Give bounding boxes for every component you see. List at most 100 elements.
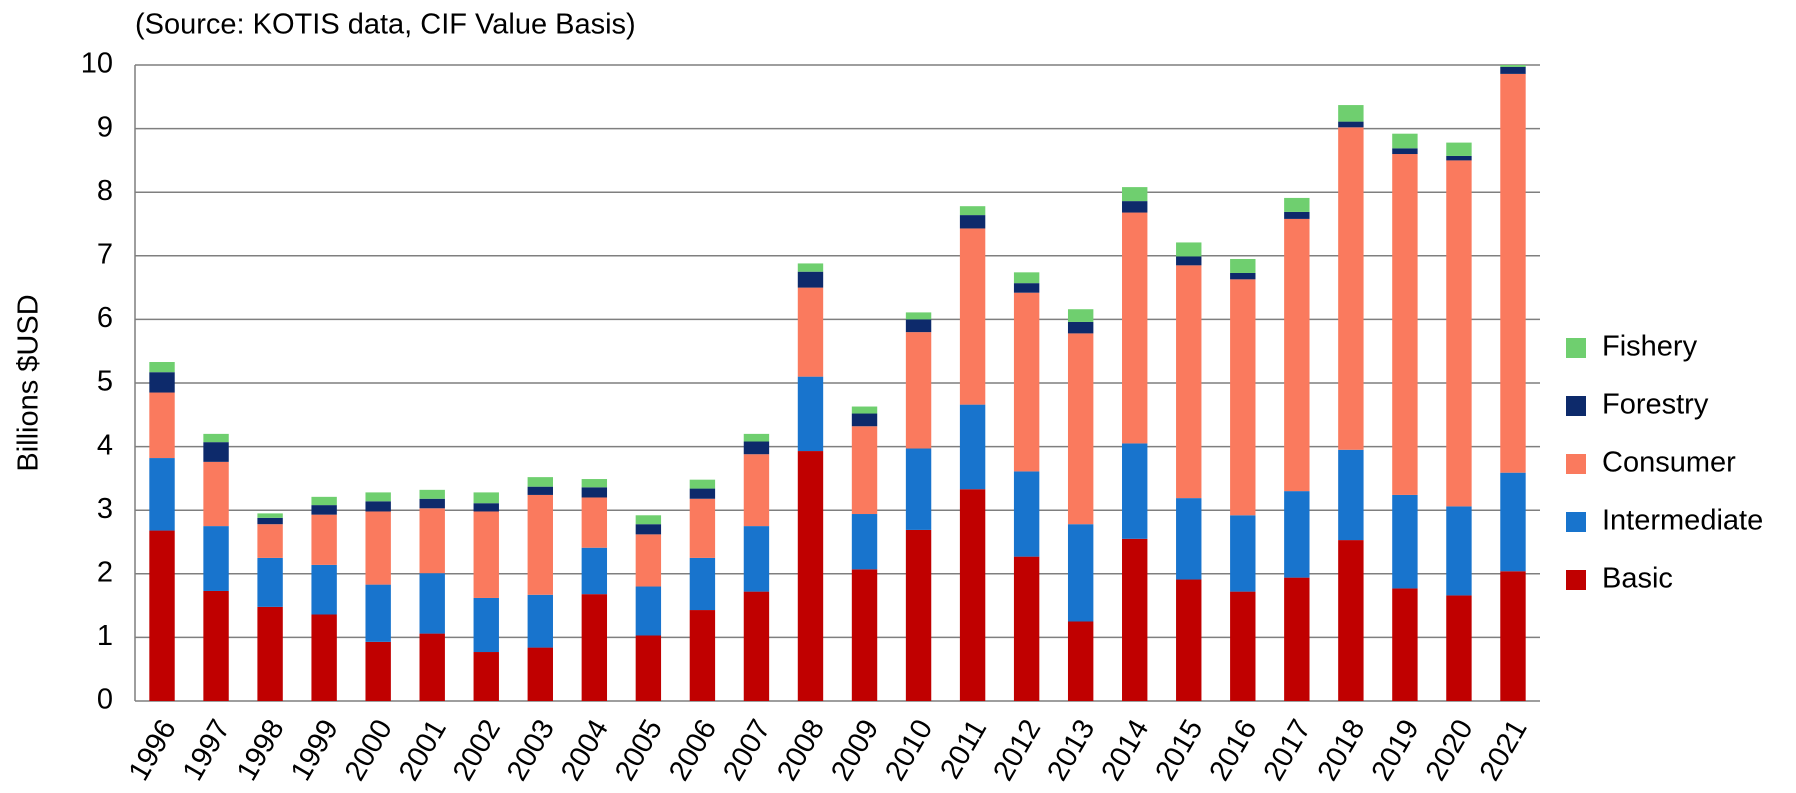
bar-segment xyxy=(1500,73,1526,473)
legend-label: Fishery xyxy=(1602,331,1698,363)
y-tick-label: 7 xyxy=(97,238,113,270)
bar-segment xyxy=(149,458,175,531)
bar-segment xyxy=(797,287,824,377)
bar-segment xyxy=(527,486,553,495)
bar-segment xyxy=(1230,272,1256,280)
y-tick-label: 3 xyxy=(97,493,113,525)
legend-label: Forestry xyxy=(1602,389,1709,421)
bar-segment xyxy=(1284,197,1310,212)
bar-segment xyxy=(311,505,337,515)
bar-segment xyxy=(1067,333,1094,525)
bar-segment xyxy=(1338,121,1364,128)
bar-segment xyxy=(1013,283,1040,293)
bar-segment xyxy=(311,614,337,701)
bar-segment xyxy=(1122,201,1148,213)
bar-segment xyxy=(527,494,553,595)
bar-segment xyxy=(473,492,499,504)
bar-segment xyxy=(311,514,337,565)
bar-segment xyxy=(581,547,608,595)
bar-segment xyxy=(635,534,662,587)
y-tick-label: 0 xyxy=(97,684,113,716)
bar-segment xyxy=(797,451,824,701)
bar-segment xyxy=(635,586,662,636)
bar-segment xyxy=(1338,127,1364,450)
x-tick-label: 2020 xyxy=(1420,714,1480,786)
x-tick-label: 2008 xyxy=(771,714,831,786)
bar-segment xyxy=(1122,443,1148,539)
bar-segment xyxy=(905,332,932,449)
bar-segment xyxy=(797,263,824,272)
bar-segment xyxy=(419,498,445,509)
bar-segment xyxy=(149,372,175,393)
bar-segment xyxy=(1338,449,1364,541)
bar-segment xyxy=(203,590,229,701)
bar-segment xyxy=(1284,491,1310,578)
y-axis-label: Billions $USD xyxy=(13,294,45,471)
bar-segment xyxy=(905,319,932,333)
legend-label: Consumer xyxy=(1602,447,1736,479)
bar-segment xyxy=(365,511,391,585)
bar-segment xyxy=(1338,540,1364,701)
bar-segment xyxy=(1446,155,1472,161)
bar-segment xyxy=(473,652,499,701)
bar-segment xyxy=(581,479,608,488)
legend-swatch xyxy=(1566,396,1586,416)
bar-segment xyxy=(689,557,716,611)
bar-segment xyxy=(1013,471,1040,557)
bar-segment xyxy=(203,526,229,591)
bar-segment xyxy=(1446,506,1472,596)
bar-segment xyxy=(851,514,878,570)
x-tick-label: 1996 xyxy=(123,714,183,786)
bar-segment xyxy=(365,641,391,701)
bar-segment xyxy=(1446,160,1472,507)
bar-segment xyxy=(527,647,553,701)
bar-segment xyxy=(1067,621,1094,701)
bar-segment xyxy=(905,529,932,701)
bar-segment xyxy=(743,454,770,527)
bar-segment xyxy=(635,635,662,701)
x-tick-label: 2018 xyxy=(1312,714,1372,786)
x-tick-label: 2007 xyxy=(717,714,777,786)
bar-segment xyxy=(743,591,770,701)
bar-segment xyxy=(1230,279,1256,516)
bar-segment xyxy=(1500,65,1526,67)
bar-segment xyxy=(1176,498,1202,580)
bar-segment xyxy=(1176,256,1202,266)
x-tick-label: 2017 xyxy=(1258,714,1318,786)
bar-segment xyxy=(1122,212,1148,444)
x-tick-label: 2013 xyxy=(1041,714,1101,786)
x-tick-label: 1997 xyxy=(177,714,237,786)
bar-segment xyxy=(851,406,878,414)
bar-segment xyxy=(1500,571,1526,701)
bar-segment xyxy=(1013,292,1040,472)
x-tick-label: 2001 xyxy=(393,714,453,786)
x-tick-label: 2014 xyxy=(1095,714,1155,786)
x-tick-label: 2004 xyxy=(555,714,615,786)
bar-segment xyxy=(257,524,283,558)
x-tick-label: 2006 xyxy=(663,714,723,786)
bar-segment xyxy=(1446,595,1472,701)
bar-segment xyxy=(959,206,986,216)
bar-segment xyxy=(473,503,499,512)
bar-segment xyxy=(257,517,283,525)
bar-segment xyxy=(1500,472,1526,572)
bar-segment xyxy=(1013,272,1040,284)
bar-segment xyxy=(1013,556,1040,701)
bar-segment xyxy=(581,487,608,498)
x-tick-label: 2003 xyxy=(501,714,561,786)
y-tick-label: 4 xyxy=(97,429,113,461)
bar-segment xyxy=(959,215,986,229)
bar-segment xyxy=(149,392,175,459)
x-tick-label: 1999 xyxy=(285,714,345,786)
bar-segment xyxy=(149,362,175,373)
legend-label: Intermediate xyxy=(1602,505,1763,537)
legend-swatch xyxy=(1566,570,1586,590)
bar-segment xyxy=(959,404,986,490)
legend-label: Basic xyxy=(1602,563,1673,595)
chart-subtitle: (Source: KOTIS data, CIF Value Basis) xyxy=(135,9,636,41)
x-tick-label: 2019 xyxy=(1366,714,1426,786)
x-tick-label: 2012 xyxy=(987,714,1047,786)
bar-segment xyxy=(797,376,824,452)
y-tick-label: 6 xyxy=(97,302,113,334)
